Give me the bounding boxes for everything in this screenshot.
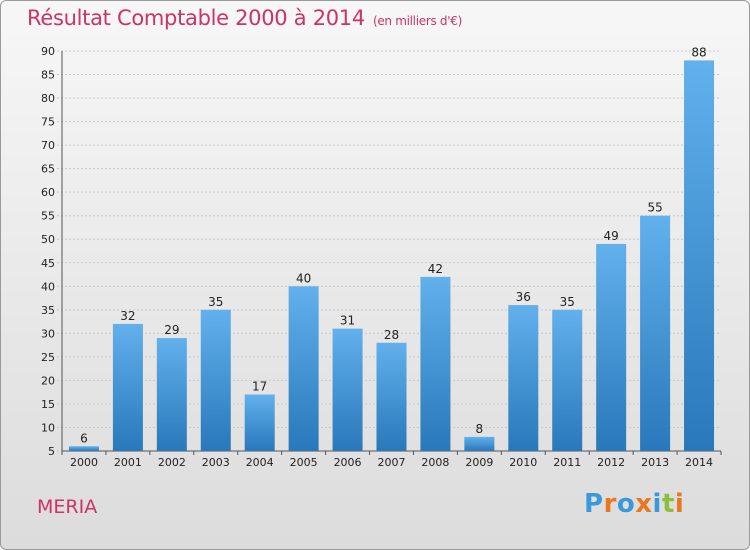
x-tick-label: 2006	[334, 456, 362, 469]
logo-letter: o	[616, 489, 636, 519]
data-label: 40	[296, 271, 311, 285]
y-tick-label: 65	[41, 163, 55, 176]
y-tick-label: 60	[41, 186, 55, 199]
data-label: 32	[120, 309, 135, 323]
x-tick-label: 2005	[290, 456, 318, 469]
logo-letter: x	[635, 489, 653, 519]
bar-2007	[376, 342, 407, 451]
chart-title: Résultat Comptable 2000 à 2014 (en millie…	[27, 6, 462, 30]
data-label: 17	[252, 380, 267, 394]
logo-letter: i	[652, 489, 662, 519]
title-text: Résultat Comptable 2000 à 2014	[27, 6, 365, 30]
x-tick-label: 2007	[378, 456, 406, 469]
y-tick-label: 50	[41, 233, 55, 246]
bar-2014	[684, 60, 715, 451]
data-label: 6	[80, 431, 88, 445]
y-tick-label: 90	[41, 45, 55, 58]
bar-2012	[596, 243, 627, 451]
data-label: 42	[428, 262, 443, 276]
chart-subtitle: (en milliers d'€)	[372, 14, 462, 28]
y-tick-label: 55	[41, 210, 55, 223]
data-label: 31	[340, 314, 355, 328]
x-tick-label: 2002	[158, 456, 186, 469]
data-label: 88	[691, 45, 706, 59]
bar-2008	[420, 276, 451, 451]
bar-2013	[640, 215, 671, 451]
x-tick-label: 2008	[421, 456, 449, 469]
x-tick-label: 2001	[114, 456, 142, 469]
y-tick-label: 5	[48, 445, 55, 458]
y-tick-label: 70	[41, 139, 55, 152]
logo-letter: i	[674, 489, 685, 519]
data-label: 35	[560, 295, 575, 309]
bar-2003	[200, 309, 231, 451]
data-label: 29	[164, 323, 179, 337]
data-label: 55	[647, 201, 662, 215]
x-tick-label: 2014	[685, 456, 713, 469]
x-tick-label: 2009	[465, 456, 493, 469]
x-tick-label: 2013	[641, 456, 669, 469]
x-tick-label: 2004	[246, 456, 274, 469]
proxiti-logo: Proxiti	[584, 489, 684, 519]
bar-2009	[464, 436, 495, 451]
bar-2002	[156, 338, 187, 451]
bar-2000	[68, 446, 99, 451]
x-tick-label: 2010	[509, 456, 537, 469]
y-tick-label: 40	[41, 280, 55, 293]
data-label: 28	[384, 328, 399, 342]
x-tick-label: 2003	[202, 456, 230, 469]
data-label: 35	[208, 295, 223, 309]
bar-2001	[112, 323, 143, 451]
x-tick-label: 2012	[597, 456, 625, 469]
y-tick-label: 45	[41, 257, 55, 270]
y-tick-label: 75	[41, 116, 55, 129]
y-tick-label: 25	[41, 351, 55, 364]
y-tick-label: 20	[41, 374, 55, 387]
y-tick-label: 85	[41, 69, 55, 82]
bar-2010	[508, 305, 539, 451]
data-label: 49	[604, 229, 619, 243]
logo-letter: P	[584, 489, 604, 519]
y-tick-label: 35	[41, 304, 55, 317]
bar-2011	[552, 309, 583, 451]
y-tick-label: 80	[41, 92, 55, 105]
commune-name: MERIA	[37, 496, 98, 518]
bar-2004	[244, 394, 275, 451]
x-tick-label: 2011	[553, 456, 581, 469]
y-tick-label: 10	[41, 421, 55, 434]
logo-letter: t	[661, 489, 675, 519]
y-tick-label: 15	[41, 398, 55, 411]
y-tick-label: 30	[41, 327, 55, 340]
bar-2006	[332, 328, 363, 451]
bar-2005	[288, 286, 319, 451]
logo-letter: r	[603, 489, 617, 519]
data-label: 36	[516, 290, 531, 304]
x-tick-label: 2000	[70, 456, 98, 469]
data-label: 8	[476, 422, 484, 436]
